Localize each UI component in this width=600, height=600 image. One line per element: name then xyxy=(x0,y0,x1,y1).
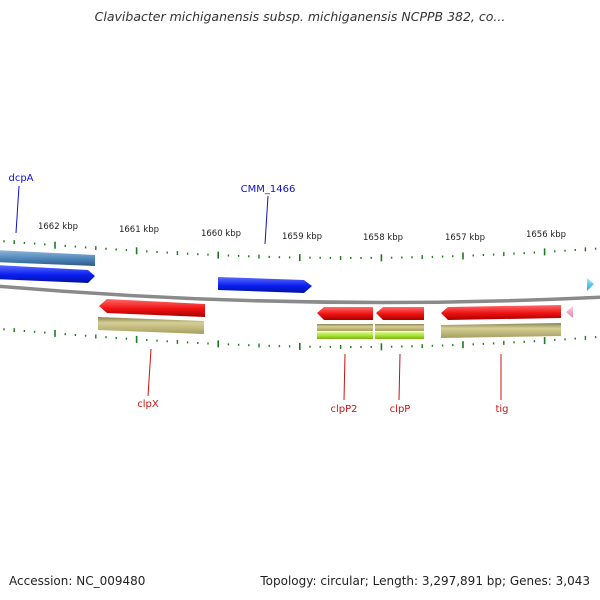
leader-clpP2 xyxy=(343,353,346,401)
scale-label-1658: 1658 kbp xyxy=(363,233,403,243)
scale-ticks-upper xyxy=(3,240,597,262)
feature-dcpA-gene[interactable] xyxy=(0,250,95,266)
feature-clpX-cds[interactable] xyxy=(99,299,205,317)
feature-dcpA-cds[interactable] xyxy=(0,265,95,283)
label-clpX[interactable]: clpX xyxy=(137,399,159,410)
scale-label-1656: 1656 kbp xyxy=(526,230,566,240)
label-clpP[interactable]: clpP xyxy=(390,404,411,415)
label-clpP2[interactable]: clpP2 xyxy=(330,404,357,415)
feature-tig-gene[interactable] xyxy=(441,323,561,338)
scale-labels: 1662 kbp 1661 kbp 1660 kbp 1659 kbp 1658… xyxy=(38,222,566,243)
feature-tig-cds[interactable] xyxy=(441,305,561,320)
map-title: Clavibacter michiganensis subsp. michiga… xyxy=(94,9,506,24)
feature-clpP2-rna[interactable] xyxy=(317,332,373,339)
scale-label-1659: 1659 kbp xyxy=(282,232,322,242)
accession-label: Accession: NC_009480 xyxy=(9,574,146,588)
scale-ticks-lower xyxy=(3,328,597,351)
topology-summary: Topology: circular; Length: 3,297,891 bp… xyxy=(260,574,590,588)
feature-clpP-gene[interactable] xyxy=(375,324,424,331)
feature-edge-marker-right[interactable] xyxy=(587,278,594,291)
scale-label-1657: 1657 kbp xyxy=(445,233,485,243)
leader-dcpA xyxy=(15,185,20,234)
scale-label-1661: 1661 kbp xyxy=(119,225,159,235)
leader-clpX xyxy=(147,348,152,397)
feature-clpP-rna[interactable] xyxy=(375,332,424,339)
feature-clpP2-cds[interactable] xyxy=(317,307,373,320)
leader-cmm1466 xyxy=(264,195,269,245)
label-tig[interactable]: tig xyxy=(495,404,508,415)
label-cmm1466[interactable]: CMM_1466 xyxy=(241,184,296,195)
scale-label-1660: 1660 kbp xyxy=(201,229,241,239)
genome-backbone xyxy=(0,284,600,305)
leader-clpP xyxy=(398,353,401,401)
feature-clpP2-gene[interactable] xyxy=(317,324,373,331)
label-dcpA[interactable]: dcpA xyxy=(8,173,33,184)
scale-label-1662: 1662 kbp xyxy=(38,222,78,232)
feature-edge-marker-left[interactable] xyxy=(566,306,573,318)
feature-cmm1466-cds[interactable] xyxy=(218,277,312,293)
feature-clpX-gene[interactable] xyxy=(98,317,204,334)
feature-clpP-cds[interactable] xyxy=(376,307,424,320)
